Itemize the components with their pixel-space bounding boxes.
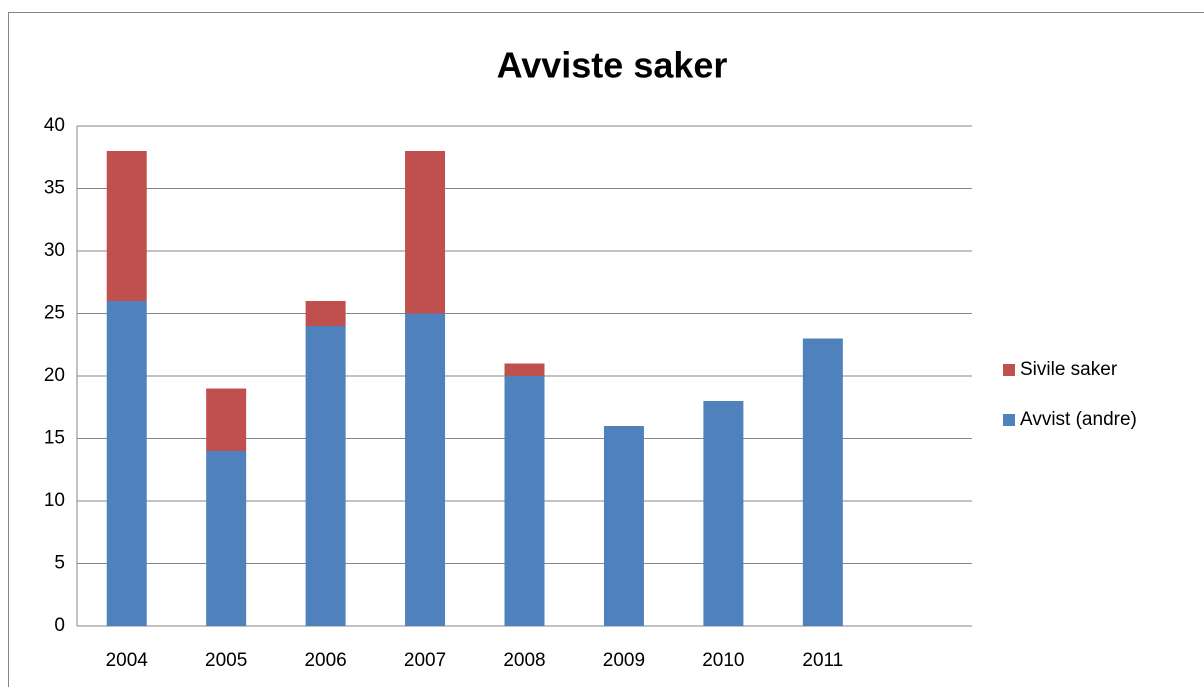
y-tick-label: 5 bbox=[54, 553, 65, 574]
bar-segment bbox=[405, 313, 446, 626]
x-tick-label: 2009 bbox=[603, 650, 645, 671]
bar-segment bbox=[106, 151, 147, 301]
bar-segment bbox=[206, 451, 247, 626]
bar-segment bbox=[703, 401, 744, 626]
bar-segment bbox=[206, 388, 247, 451]
y-tick-label: 35 bbox=[44, 178, 65, 199]
legend-swatch bbox=[1003, 414, 1015, 426]
legend-swatch bbox=[1003, 364, 1015, 376]
bar-segment bbox=[802, 338, 843, 626]
x-tick-label: 2005 bbox=[205, 650, 247, 671]
bar-segment bbox=[305, 301, 346, 326]
x-tick-label: 2006 bbox=[304, 650, 346, 671]
chart-title: Avviste saker bbox=[497, 45, 728, 86]
y-tick-label: 0 bbox=[54, 615, 65, 636]
y-tick-label: 10 bbox=[44, 490, 65, 511]
x-tick-label: 2004 bbox=[106, 650, 149, 671]
bar-segment bbox=[106, 301, 147, 626]
x-tick-label: 2011 bbox=[802, 650, 843, 671]
bar-segment bbox=[405, 151, 446, 314]
y-tick-label: 15 bbox=[44, 428, 65, 449]
bar-segment bbox=[504, 363, 545, 376]
y-tick-label: 40 bbox=[44, 115, 65, 136]
x-tick-label: 2007 bbox=[404, 650, 446, 671]
y-tick-label: 20 bbox=[44, 365, 65, 386]
bar-segment bbox=[603, 426, 644, 626]
y-tick-label: 25 bbox=[44, 303, 65, 324]
x-tick-label: 2008 bbox=[503, 650, 545, 671]
bar-segment bbox=[504, 376, 545, 626]
legend-label: Avvist (andre) bbox=[1020, 409, 1137, 430]
x-tick-label: 2010 bbox=[702, 650, 744, 671]
y-tick-label: 30 bbox=[44, 240, 65, 261]
bar-segment bbox=[305, 326, 346, 626]
legend-label: Sivile saker bbox=[1020, 359, 1118, 380]
